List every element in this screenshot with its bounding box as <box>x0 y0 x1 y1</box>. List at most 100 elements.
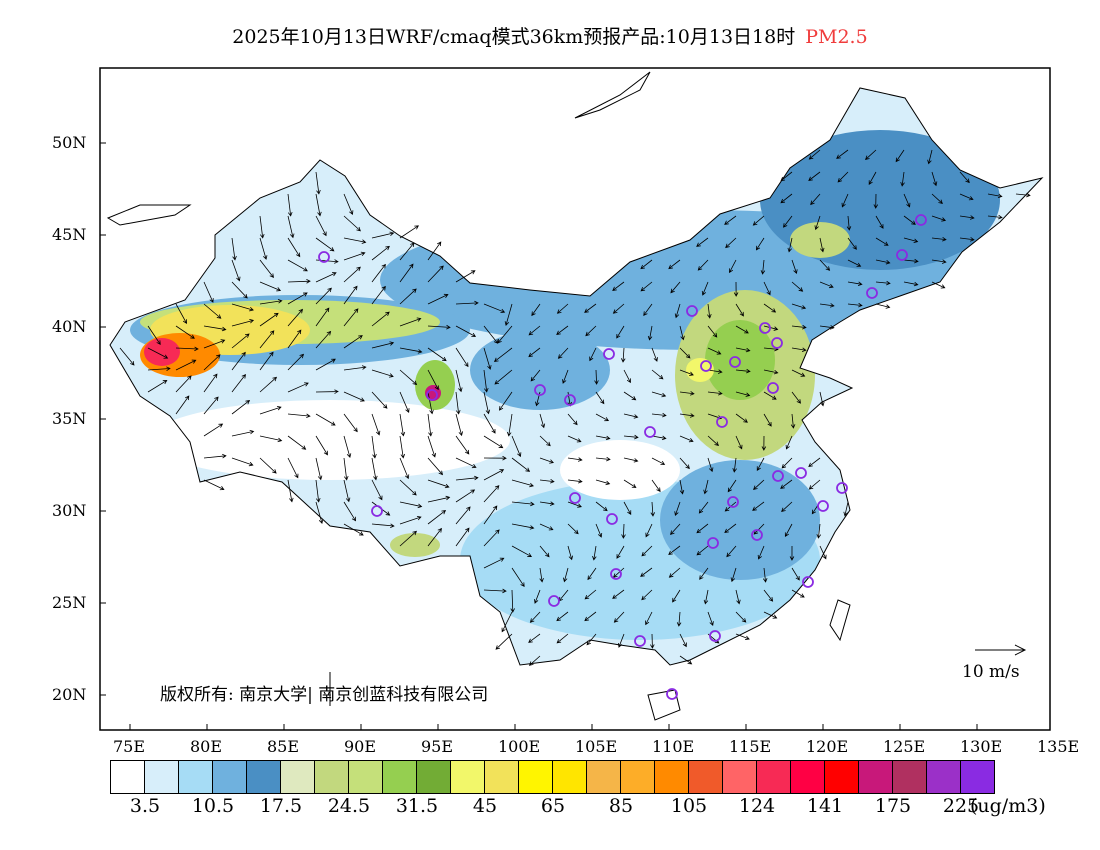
wind-arrow <box>679 479 685 495</box>
wind-arrow <box>651 479 661 493</box>
wind-arrow <box>763 303 777 313</box>
wind-arrow <box>259 351 274 371</box>
station-marker <box>569 492 581 504</box>
axis-ticks <box>100 142 978 730</box>
colorbar-label: 225 <box>942 795 980 817</box>
wind-arrow <box>651 435 667 441</box>
wind-arrow <box>900 171 905 187</box>
wind-arrow <box>147 325 161 345</box>
wind-arrow <box>567 545 574 561</box>
wind-arrow <box>483 391 491 415</box>
colorbar-label: 24.5 <box>327 795 371 817</box>
wind-arrow <box>819 259 831 271</box>
wind-arrow <box>623 457 639 463</box>
wind-arrow <box>287 237 301 258</box>
wind-arrow <box>203 453 227 459</box>
wind-arrow <box>696 237 709 247</box>
wind-arrow <box>231 457 254 467</box>
wind-arrow <box>287 353 305 371</box>
wind-arrow <box>231 281 248 299</box>
wind-arrow <box>679 633 687 648</box>
wind-arrow <box>147 380 168 393</box>
wind-arrow <box>903 258 919 264</box>
wind-arrow <box>645 611 653 626</box>
wind-arrow <box>399 457 410 480</box>
colorbar-label: 17.5 <box>259 795 303 817</box>
wind-arrow <box>371 263 386 283</box>
wind-arrow <box>567 479 583 484</box>
wind-arrow <box>203 396 219 415</box>
wind-arrow <box>780 171 793 182</box>
wind-arrow <box>343 215 361 232</box>
wind-arrow <box>931 215 947 222</box>
wind-arrow <box>483 469 505 481</box>
wind-arrow <box>763 611 778 619</box>
wind-arrow <box>595 391 605 405</box>
colorbar-swatch <box>825 761 859 793</box>
wind-arrow <box>259 259 274 279</box>
wind-arrow <box>511 479 534 488</box>
wind-arrow <box>371 245 390 261</box>
lon-tick-label: 100E <box>498 737 541 756</box>
wind-arrow <box>399 413 406 437</box>
wind-arrow <box>810 193 821 206</box>
wind-arrow <box>343 457 349 481</box>
wind-arrow <box>175 303 187 325</box>
wind-arrow <box>645 523 653 538</box>
station-marker <box>709 630 721 642</box>
wind-arrow <box>557 347 569 359</box>
wind-arrow <box>483 413 496 434</box>
wind-arrow <box>455 369 463 393</box>
wind-arrow <box>567 501 582 508</box>
lat-tick-label: 50N <box>52 133 87 152</box>
wind-arrow <box>592 545 597 561</box>
wind-arrow <box>623 413 639 419</box>
wind-arrow <box>584 303 597 313</box>
wind-arrow <box>427 479 450 489</box>
wind-arrow <box>783 215 793 228</box>
wind-arrow <box>556 611 569 622</box>
wind-arrow <box>791 369 806 377</box>
wind-arrow <box>623 369 631 384</box>
wind-arrow <box>287 279 311 284</box>
wind-arrow <box>623 501 632 515</box>
wind-arrow <box>595 501 608 512</box>
wind-arrow <box>584 611 597 622</box>
wind-arrow <box>510 589 515 613</box>
wind-arrow <box>791 259 798 275</box>
colorbar-label: 3.5 <box>129 795 161 817</box>
wind-arrow <box>315 389 339 394</box>
wind-arrow <box>287 292 308 305</box>
wind-arrow <box>640 567 653 577</box>
wind-arrow <box>563 567 569 583</box>
wind-arrow <box>595 479 611 486</box>
wind-arrow <box>808 171 821 182</box>
lon-tick-label: 85E <box>267 737 300 756</box>
wind-arrow <box>399 369 418 386</box>
station-marker <box>606 513 618 525</box>
wind-arrow <box>679 457 690 470</box>
wind-arrow <box>616 545 625 559</box>
wind-arrow <box>791 567 800 581</box>
colorbar-label: 10.5 <box>191 795 235 817</box>
wind-arrow <box>556 633 569 644</box>
station-marker <box>707 537 719 549</box>
wind-arrow <box>343 237 367 244</box>
wind-arrow <box>483 303 506 314</box>
wind-arrow <box>315 237 335 252</box>
station-marker <box>610 568 622 580</box>
wind-arrow <box>846 215 852 231</box>
colorbar-label: 85 <box>608 795 634 817</box>
wind-arrow <box>819 325 835 330</box>
station-marker <box>548 595 560 607</box>
colorbar-swatch <box>655 761 689 793</box>
wind-arrow <box>427 510 447 525</box>
wind-arrow <box>371 369 394 378</box>
wind-arrow <box>529 611 541 623</box>
wind-arrow <box>763 281 771 296</box>
wind-arrow <box>729 259 737 274</box>
wind-arrow <box>427 241 442 261</box>
wind-arrow <box>808 479 821 490</box>
wind-arrow <box>343 193 354 216</box>
station-marker <box>371 505 383 517</box>
